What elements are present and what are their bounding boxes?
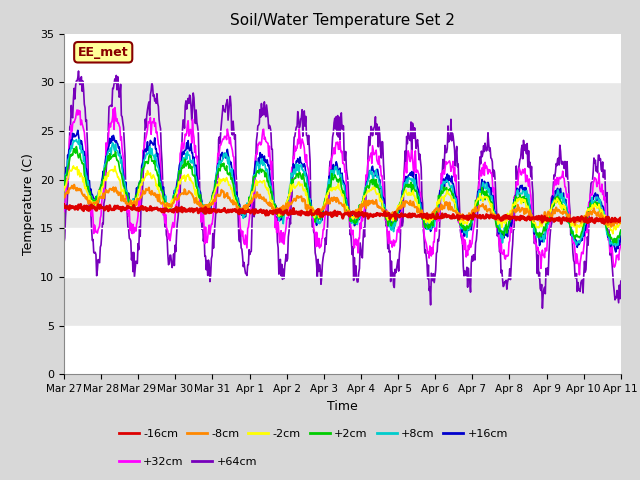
- Bar: [64, 131, 621, 180]
- X-axis label: Time: Time: [327, 400, 358, 413]
- Y-axis label: Temperature (C): Temperature (C): [22, 153, 35, 255]
- Legend: +32cm, +64cm: +32cm, +64cm: [114, 452, 262, 471]
- Bar: [64, 277, 621, 326]
- Bar: [64, 326, 621, 374]
- Bar: [64, 228, 621, 277]
- Text: EE_met: EE_met: [78, 46, 129, 59]
- Bar: [64, 34, 621, 82]
- Bar: [64, 180, 621, 228]
- Title: Soil/Water Temperature Set 2: Soil/Water Temperature Set 2: [230, 13, 455, 28]
- Bar: [64, 82, 621, 131]
